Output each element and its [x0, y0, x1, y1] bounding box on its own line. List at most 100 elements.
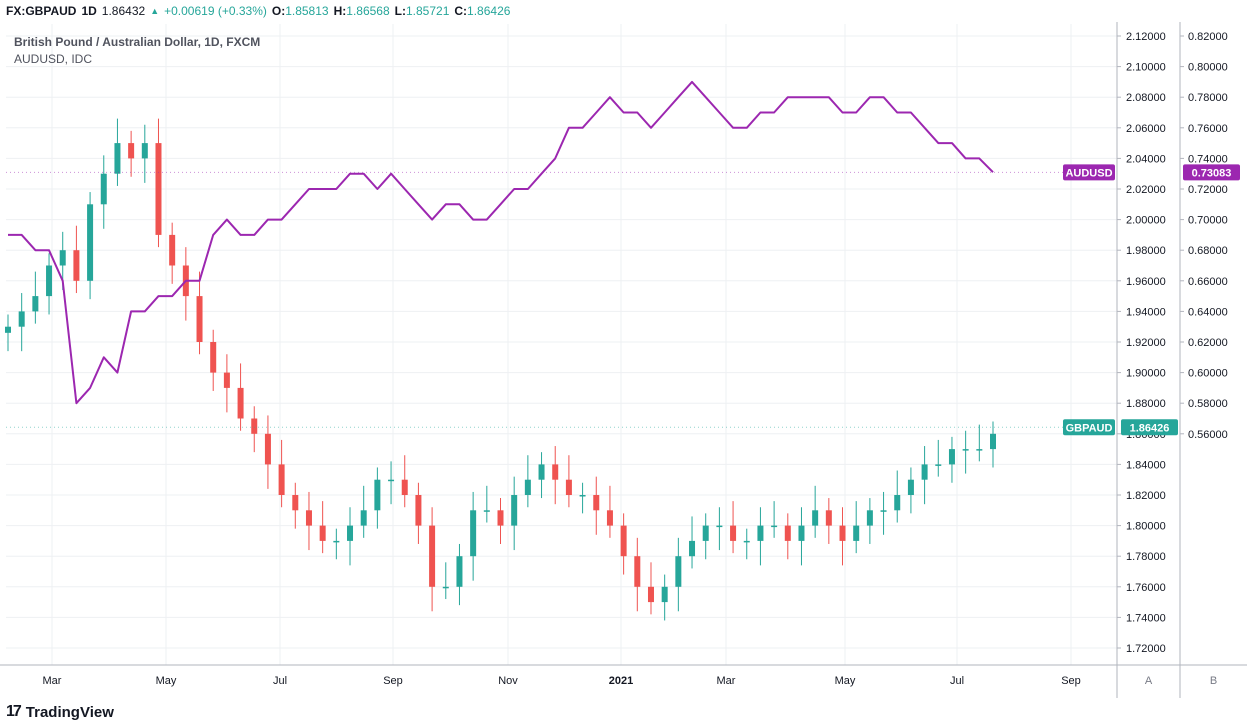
- candle-body: [798, 525, 805, 541]
- candle-body: [647, 586, 654, 603]
- candle-body: [866, 510, 873, 526]
- candle-body: [264, 433, 271, 465]
- candle-body: [702, 525, 709, 541]
- y-tick-label-left: 1.92000: [1126, 337, 1166, 349]
- y-tick-label-left: 1.72000: [1126, 643, 1166, 655]
- candle-body: [757, 525, 764, 541]
- audusd-value-tag: [1183, 164, 1240, 181]
- x-tick-label: Sep: [383, 675, 403, 687]
- gbpaud-value-tag: [1121, 419, 1178, 436]
- candle-body: [442, 586, 449, 589]
- last-price: 1.86432: [101, 4, 146, 18]
- y-tick-label-right: 0.56000: [1188, 429, 1228, 441]
- y-tick-label-left: 1.74000: [1126, 612, 1166, 624]
- candle-body: [634, 556, 641, 587]
- audusd-series-line[interactable]: [8, 80, 994, 405]
- candle-body: [894, 495, 901, 511]
- candle-body: [593, 495, 600, 511]
- candle-body: [32, 296, 39, 312]
- y-tick-label-left: 2.08000: [1126, 92, 1166, 104]
- x-tick-label: Mar: [43, 675, 62, 687]
- candle-body: [538, 464, 545, 480]
- x-tick-label: May: [835, 675, 856, 687]
- open-label: O:: [271, 4, 286, 18]
- series-legend: British Pound / Australian Dollar, 1D, F…: [14, 34, 260, 68]
- audusd-name-text: AUDUSD: [1065, 167, 1112, 179]
- candle-body: [565, 479, 572, 495]
- price-change: +0.00619 (+0.33%): [164, 4, 267, 18]
- candle-body: [825, 510, 832, 526]
- y-tick-label-right: 0.62000: [1188, 337, 1228, 349]
- candle-body: [251, 418, 258, 434]
- candle-body: [360, 510, 367, 526]
- y-tick-label-left: 1.78000: [1126, 551, 1166, 563]
- y-tick-label-right: 0.76000: [1188, 123, 1228, 135]
- candle-body: [661, 586, 668, 603]
- candle-body: [716, 525, 723, 528]
- candle-body: [196, 296, 203, 342]
- x-tick-label: May: [156, 675, 177, 687]
- x-tick-label: Nov: [498, 675, 518, 687]
- candle-body: [87, 204, 94, 281]
- y-tick-label-left: 2.06000: [1126, 123, 1166, 135]
- candle-body: [730, 525, 737, 541]
- candle-body: [415, 495, 422, 526]
- audusd-name-tag: [1063, 164, 1115, 181]
- candle-body: [552, 464, 559, 480]
- gbpaud-name-text: GBPAUD: [1066, 422, 1113, 434]
- candle-body: [59, 250, 66, 266]
- high-label: H:: [333, 4, 347, 18]
- candle-body: [907, 479, 914, 495]
- symbol-header: FX:GBPAUD 1D 1.86432 ▲ +0.00619 (+0.33%)…: [0, 0, 1247, 22]
- candle-body: [880, 510, 887, 512]
- brand-name: TradingView: [25, 703, 114, 721]
- candle-body: [689, 540, 696, 557]
- gbpaud-name-tag: [1063, 419, 1115, 436]
- candle-body: [620, 525, 627, 557]
- close-label: C:: [454, 4, 468, 18]
- y-tick-label-right: 0.64000: [1188, 306, 1228, 318]
- candle-body: [743, 540, 750, 543]
- symbol-name[interactable]: FX:GBPAUD: [6, 4, 77, 18]
- candle-body: [155, 143, 162, 235]
- candle-body: [319, 525, 326, 541]
- y-tick-label-left: 1.90000: [1126, 368, 1166, 380]
- y-tick-label-left: 2.12000: [1126, 31, 1166, 43]
- candle-body: [839, 525, 846, 541]
- up-triangle-icon: ▲: [150, 6, 160, 16]
- tradingview-brand: 17 TradingView: [6, 700, 114, 724]
- candle-body: [237, 387, 244, 419]
- legend-compare-series[interactable]: AUDUSD, IDC: [14, 52, 93, 66]
- y-tick-label-right: 0.68000: [1188, 245, 1228, 257]
- price-chart[interactable]: 2.12000 2.10000 2.08000 2.06000 2.04000 2.020…: [0, 22, 1247, 698]
- audusd-value-text: 0.73083: [1192, 167, 1232, 179]
- candle-body: [948, 449, 955, 465]
- candle-body: [470, 510, 477, 557]
- open-value: 1.85813: [285, 4, 329, 18]
- candle-body: [305, 510, 312, 526]
- y-tick-label-left: 1.76000: [1126, 582, 1166, 594]
- candle-body: [675, 556, 682, 587]
- candle-body: [278, 464, 285, 495]
- scale-button-right[interactable]: B: [1210, 675, 1217, 687]
- x-tick-label: Sep: [1061, 675, 1081, 687]
- y-tick-label-left: 1.94000: [1126, 306, 1166, 318]
- x-tick-label: 2021: [609, 675, 633, 687]
- y-tick-label-right: 0.60000: [1188, 368, 1228, 380]
- y-tick-label-right: 0.58000: [1188, 398, 1228, 410]
- legend-main-series[interactable]: British Pound / Australian Dollar, 1D, F…: [14, 35, 261, 49]
- candle-body: [5, 326, 11, 333]
- candle-body: [429, 525, 436, 587]
- candle-body: [223, 372, 230, 388]
- y-tick-label-right: 0.80000: [1188, 62, 1228, 74]
- candle-body: [456, 556, 463, 587]
- interval[interactable]: 1D: [81, 4, 97, 18]
- y-tick-label-left: 1.82000: [1126, 490, 1166, 502]
- y-tick-label-right: 0.66000: [1188, 276, 1228, 288]
- scale-button-left[interactable]: A: [1145, 675, 1153, 687]
- y-tick-label-left: 2.10000: [1126, 62, 1166, 74]
- y-tick-label-right: 0.72000: [1188, 184, 1228, 196]
- y-tick-label-right: 0.70000: [1188, 215, 1228, 227]
- high-value: 1.86568: [346, 4, 390, 18]
- low-value: 1.85721: [405, 4, 450, 18]
